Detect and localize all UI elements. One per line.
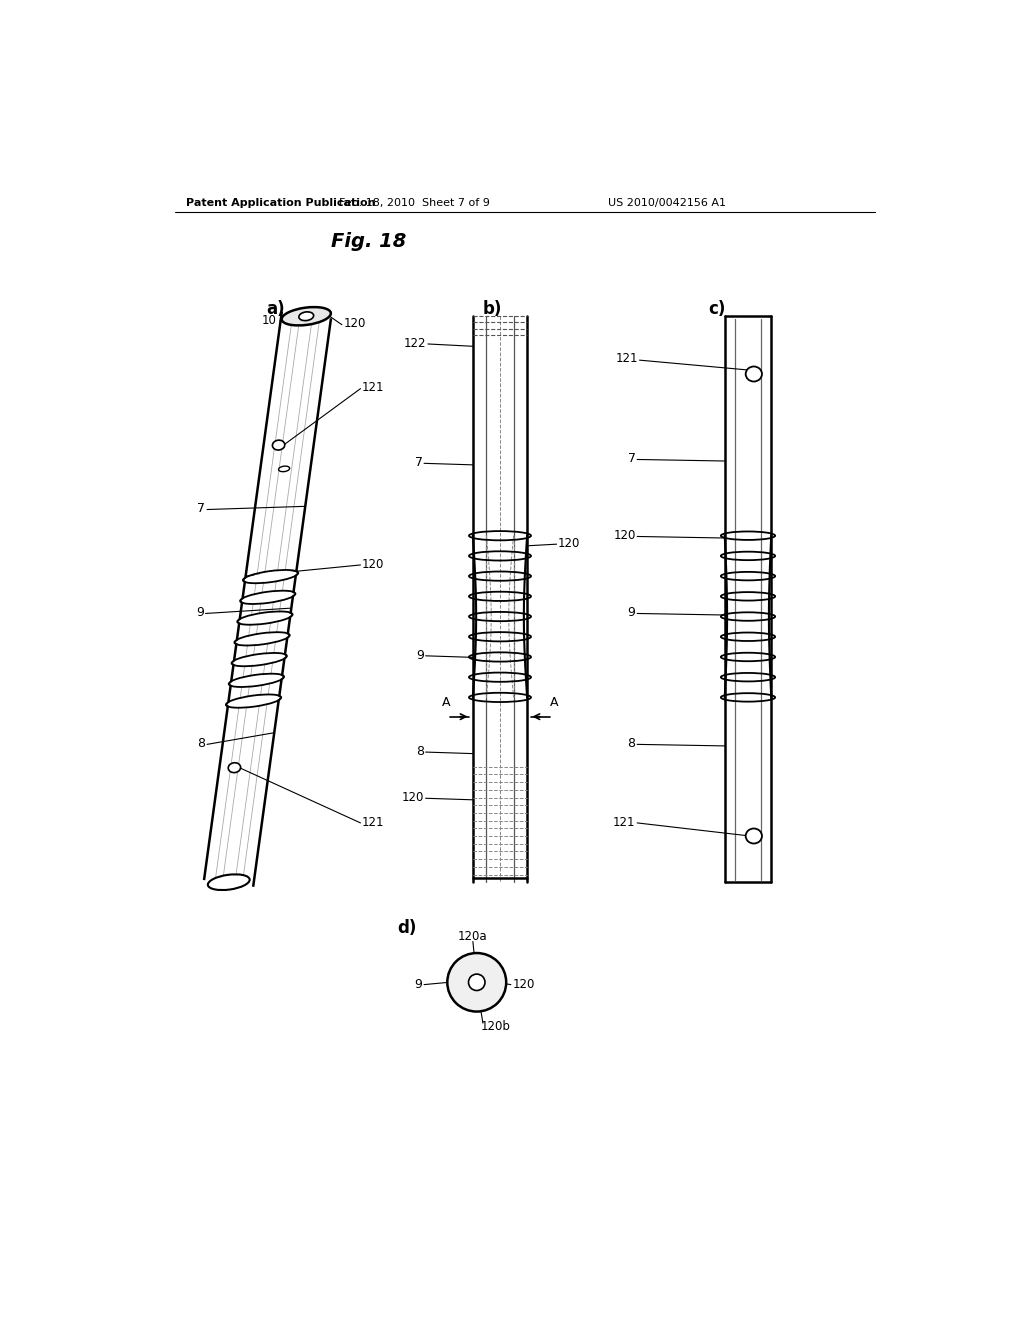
Ellipse shape	[236, 634, 288, 644]
Text: a): a)	[266, 300, 285, 318]
Ellipse shape	[279, 466, 290, 471]
Text: A: A	[550, 696, 558, 709]
Ellipse shape	[282, 308, 331, 326]
Text: US 2010/0042156 A1: US 2010/0042156 A1	[608, 198, 726, 209]
Text: 121: 121	[613, 816, 636, 829]
Text: 8: 8	[416, 744, 424, 758]
Text: 120: 120	[343, 317, 366, 330]
Text: 120: 120	[401, 791, 424, 804]
Text: b): b)	[482, 300, 502, 318]
Text: 9: 9	[628, 606, 636, 619]
Ellipse shape	[233, 653, 286, 665]
Text: 120a: 120a	[458, 929, 487, 942]
Text: 8: 8	[198, 737, 206, 750]
Text: 121: 121	[362, 816, 385, 829]
Ellipse shape	[745, 367, 762, 381]
Text: A: A	[441, 696, 450, 709]
Text: c): c)	[709, 300, 726, 318]
Ellipse shape	[242, 591, 294, 603]
Text: d): d)	[397, 920, 417, 937]
Text: 120: 120	[558, 537, 581, 550]
Text: 7: 7	[415, 455, 423, 469]
Text: 120b: 120b	[480, 1020, 511, 1034]
Ellipse shape	[745, 829, 762, 843]
Text: Patent Application Publication: Patent Application Publication	[186, 198, 376, 209]
Text: 9: 9	[416, 648, 424, 661]
Text: 121: 121	[362, 381, 385, 395]
Ellipse shape	[227, 696, 280, 706]
Text: 120: 120	[512, 978, 535, 991]
Ellipse shape	[272, 440, 285, 450]
Text: 8: 8	[628, 737, 636, 750]
Text: Feb. 18, 2010  Sheet 7 of 9: Feb. 18, 2010 Sheet 7 of 9	[339, 198, 490, 209]
Text: 9: 9	[196, 606, 204, 619]
Ellipse shape	[230, 675, 283, 686]
Circle shape	[447, 953, 506, 1011]
Text: 120: 120	[613, 529, 636, 543]
Circle shape	[469, 974, 485, 990]
Text: 7: 7	[628, 453, 636, 465]
Text: 120: 120	[362, 557, 384, 570]
Text: 7: 7	[198, 502, 206, 515]
Text: 122: 122	[403, 337, 426, 350]
Ellipse shape	[299, 312, 313, 321]
Ellipse shape	[245, 572, 297, 582]
Ellipse shape	[228, 763, 241, 772]
Ellipse shape	[208, 874, 250, 890]
Text: 9: 9	[415, 978, 423, 991]
Ellipse shape	[239, 612, 291, 623]
Text: 121: 121	[615, 352, 638, 366]
Text: Fig. 18: Fig. 18	[331, 232, 406, 251]
Text: 10: 10	[262, 314, 276, 326]
